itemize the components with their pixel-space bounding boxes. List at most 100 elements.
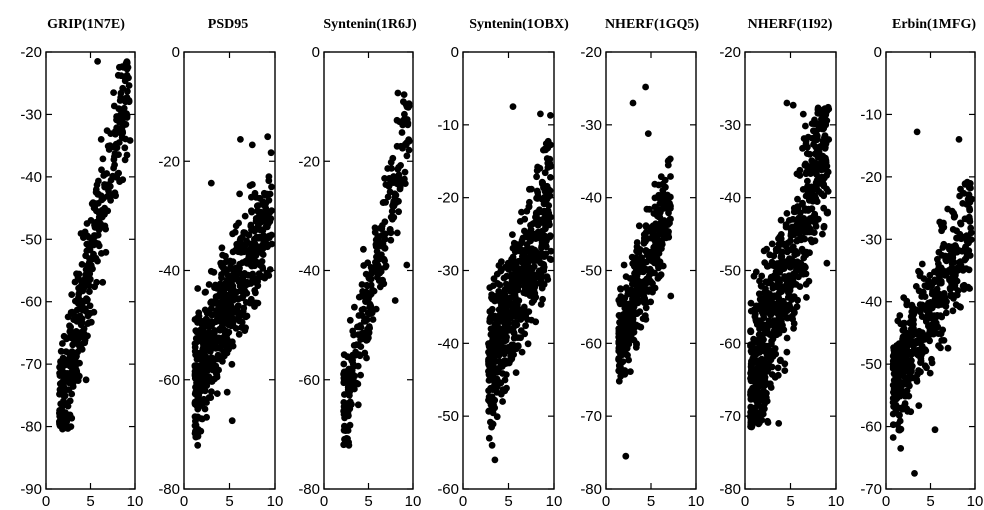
data-point bbox=[197, 415, 205, 422]
y-tick-label: -10 bbox=[437, 117, 459, 134]
data-point bbox=[252, 194, 260, 201]
data-point bbox=[517, 276, 524, 283]
data-point bbox=[766, 380, 774, 388]
data-point bbox=[963, 178, 971, 186]
data-point bbox=[540, 281, 548, 288]
data-point bbox=[653, 205, 661, 213]
data-point bbox=[784, 239, 792, 247]
data-point bbox=[772, 246, 780, 253]
data-point bbox=[800, 228, 808, 236]
data-point bbox=[499, 398, 506, 405]
data-point bbox=[367, 275, 375, 283]
data-point bbox=[768, 240, 776, 248]
data-point bbox=[638, 254, 645, 261]
data-point bbox=[775, 290, 782, 298]
data-point bbox=[214, 300, 222, 307]
y-tick-label: -40 bbox=[158, 263, 180, 280]
data-point bbox=[542, 243, 550, 251]
data-point bbox=[656, 262, 663, 270]
data-point bbox=[790, 231, 797, 239]
data-point bbox=[255, 243, 263, 251]
data-point bbox=[763, 245, 770, 253]
data-point bbox=[401, 168, 409, 176]
data-point bbox=[510, 284, 517, 292]
y-tick-label: 0 bbox=[312, 44, 320, 61]
data-point bbox=[537, 259, 544, 267]
data-point bbox=[824, 188, 832, 195]
data-point bbox=[489, 371, 497, 379]
data-point bbox=[642, 235, 649, 243]
data-point bbox=[820, 222, 828, 230]
data-point bbox=[225, 341, 233, 349]
data-point bbox=[629, 295, 636, 303]
data-point bbox=[625, 356, 632, 364]
data-point bbox=[381, 230, 389, 238]
data-point bbox=[784, 260, 792, 268]
data-point bbox=[340, 351, 348, 359]
data-point bbox=[617, 372, 625, 380]
data-point bbox=[950, 292, 958, 299]
data-point bbox=[808, 188, 815, 196]
data-point bbox=[760, 289, 768, 296]
data-point bbox=[533, 173, 540, 181]
data-point bbox=[949, 252, 957, 259]
x-tick-label: 0 bbox=[602, 493, 610, 510]
data-point bbox=[501, 263, 509, 271]
data-point bbox=[254, 278, 261, 285]
data-point bbox=[77, 304, 85, 312]
data-point bbox=[521, 227, 528, 235]
data-point bbox=[107, 130, 115, 138]
y-tick-label: -60 bbox=[580, 335, 602, 352]
data-point bbox=[90, 250, 97, 258]
data-point bbox=[201, 344, 209, 351]
data-point bbox=[547, 112, 554, 119]
data-point bbox=[342, 436, 350, 444]
y-tick-label: -70 bbox=[719, 408, 741, 425]
data-point bbox=[86, 275, 94, 283]
data-point bbox=[369, 316, 377, 323]
data-point bbox=[904, 349, 912, 357]
data-point bbox=[72, 366, 80, 374]
data-point bbox=[83, 247, 91, 255]
data-point bbox=[227, 322, 235, 330]
data-point bbox=[258, 258, 266, 265]
data-point bbox=[239, 307, 247, 315]
data-point bbox=[629, 99, 637, 107]
data-point bbox=[937, 344, 944, 352]
data-point bbox=[751, 310, 759, 318]
data-point bbox=[937, 278, 945, 285]
data-point bbox=[268, 240, 276, 248]
data-point bbox=[106, 183, 114, 190]
data-point bbox=[942, 309, 950, 317]
data-point bbox=[68, 291, 76, 298]
data-point bbox=[229, 314, 236, 322]
data-point bbox=[255, 234, 263, 242]
data-point bbox=[82, 376, 90, 384]
data-point bbox=[391, 297, 399, 304]
data-point bbox=[242, 324, 250, 332]
data-point bbox=[119, 176, 127, 184]
x-tick-label: 0 bbox=[42, 493, 50, 510]
data-point bbox=[525, 203, 533, 211]
data-point bbox=[768, 371, 776, 378]
data-point bbox=[796, 166, 804, 174]
data-point bbox=[228, 360, 236, 368]
data-point bbox=[192, 335, 200, 342]
data-point bbox=[897, 343, 905, 351]
data-point bbox=[376, 269, 384, 277]
data-point bbox=[796, 172, 804, 179]
data-point bbox=[87, 318, 95, 326]
data-point bbox=[243, 259, 251, 267]
data-point bbox=[509, 231, 516, 239]
y-tick-label: -30 bbox=[719, 117, 741, 134]
data-point bbox=[618, 329, 626, 336]
data-point bbox=[387, 236, 395, 244]
data-point bbox=[903, 375, 911, 382]
data-point bbox=[59, 340, 66, 347]
data-point bbox=[348, 357, 356, 365]
data-point bbox=[760, 387, 768, 395]
data-point bbox=[223, 388, 231, 396]
data-point bbox=[543, 155, 551, 162]
data-point bbox=[399, 121, 407, 129]
data-point bbox=[748, 359, 756, 366]
